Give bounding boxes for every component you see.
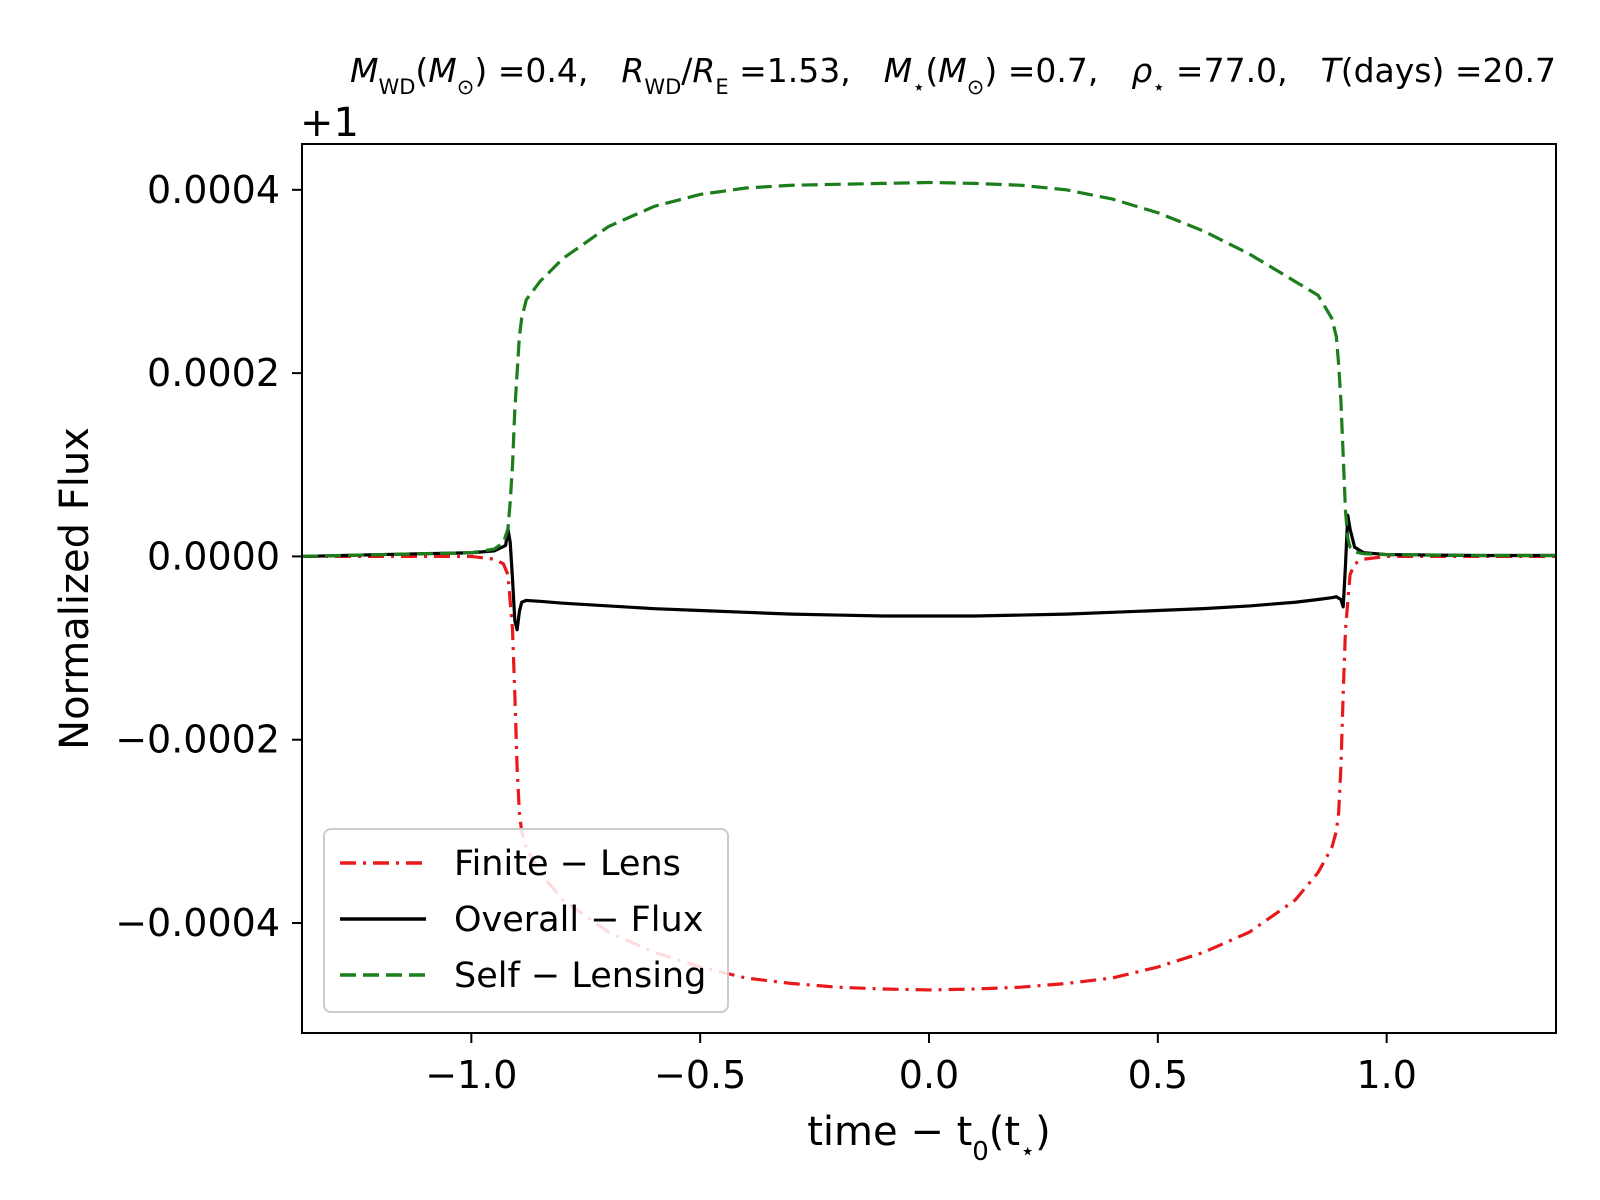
x-tick-label: 1.0 [1356,1053,1416,1097]
series-line-2 [302,180,1556,559]
y-offset-text: +1 [300,100,359,146]
series-layer [302,180,1556,992]
y-tick-label: −0.0004 [115,901,280,945]
legend-label-1: Overall − Flux [454,900,703,940]
x-tick-label: 0.5 [1128,1053,1188,1097]
x-axis-label: time − t0(t⋆) [807,1109,1050,1167]
y-axis: −0.0004 −0.0002 0.0000 0.0002 0.0004 [115,168,302,945]
legend-box [323,828,729,1013]
chart-title: MWD(M⊙) =0.4, RWD/RE =1.53, M⋆(M⊙) =0.7,… [350,51,1556,99]
series-line-1 [302,513,1556,632]
y-tick-label: 0.0002 [147,351,280,395]
legend-label-2: Self − Lensing [454,956,706,996]
y-axis-label: Normalized Flux [52,427,98,750]
legend-label-0: Finite − Lens [454,844,681,884]
x-tick-label: 0.0 [899,1053,959,1097]
legend: Finite − Lens Overall − Flux Self − Lensin… [323,828,729,1013]
x-tick-label: −0.5 [654,1053,746,1097]
x-tick-label: −1.0 [425,1053,517,1097]
chart-title-text: MWD(M⊙) =0.4, RWD/RE =1.53, M⋆(M⊙) =0.7,… [350,51,1556,99]
series-line-0 [302,554,1556,992]
y-tick-label: −0.0002 [115,718,280,762]
x-axis-label-text: time − t0(t⋆) [807,1109,1050,1167]
y-tick-label: 0.0000 [147,534,280,578]
x-axis: −1.0 −0.5 0.0 0.5 1.0 [425,1033,1417,1097]
y-tick-label: 0.0004 [147,168,280,212]
